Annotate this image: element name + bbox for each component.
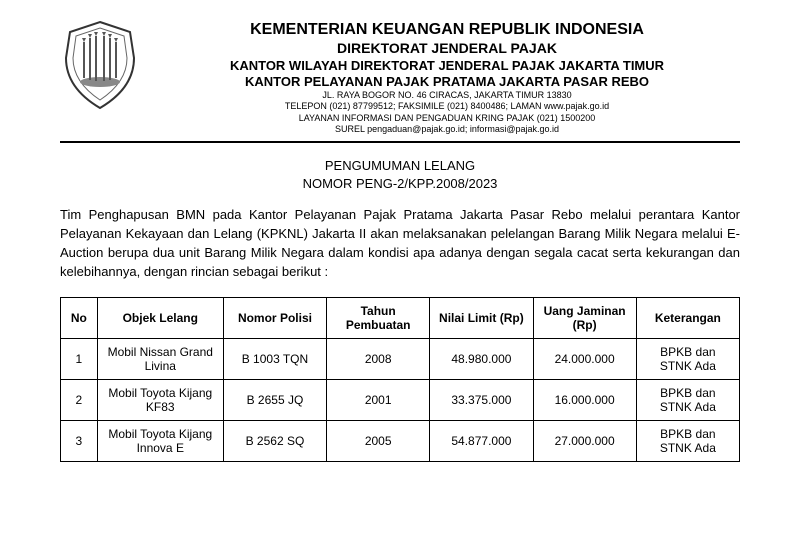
announcement-title-1: PENGUMUMAN LELANG	[60, 157, 740, 175]
cell-year: 2005	[327, 421, 430, 462]
table-row: 3 Mobil Toyota Kijang Innova E B 2562 SQ…	[61, 421, 740, 462]
col-limit-value: Nilai Limit (Rp)	[430, 298, 533, 339]
contact-line: TELEPON (021) 87799512; FAKSIMILE (021) …	[154, 101, 740, 112]
cell-remarks: BPKB dan STNK Ada	[636, 421, 739, 462]
col-year: Tahun Pembuatan	[327, 298, 430, 339]
cell-object: Mobil Toyota Kijang Innova E	[97, 421, 223, 462]
emblem-icon	[60, 20, 140, 110]
table-row: 2 Mobil Toyota Kijang KF83 B 2655 JQ 200…	[61, 380, 740, 421]
cell-guarantee: 27.000.000	[533, 421, 636, 462]
cell-year: 2001	[327, 380, 430, 421]
cell-object: Mobil Toyota Kijang KF83	[97, 380, 223, 421]
intro-paragraph: Tim Penghapusan BMN pada Kantor Pelayana…	[60, 206, 740, 281]
col-guarantee: Uang Jaminan (Rp)	[533, 298, 636, 339]
regional-office: KANTOR WILAYAH DIREKTORAT JENDERAL PAJAK…	[154, 58, 740, 74]
address-line: JL. RAYA BOGOR NO. 46 CIRACAS, JAKARTA T…	[154, 90, 740, 101]
table-body: 1 Mobil Nissan Grand Livina B 1003 TQN 2…	[61, 339, 740, 462]
cell-police: B 1003 TQN	[223, 339, 326, 380]
cell-limit: 48.980.000	[430, 339, 533, 380]
email-line: SUREL pengaduan@pajak.go.id; informasi@p…	[154, 124, 740, 135]
letterhead-text: KEMENTERIAN KEUANGAN REPUBLIK INDONESIA …	[154, 20, 740, 135]
service-line: LAYANAN INFORMASI DAN PENGADUAN KRING PA…	[154, 113, 740, 124]
col-police-number: Nomor Polisi	[223, 298, 326, 339]
col-no: No	[61, 298, 98, 339]
cell-remarks: BPKB dan STNK Ada	[636, 380, 739, 421]
cell-remarks: BPKB dan STNK Ada	[636, 339, 739, 380]
cell-no: 2	[61, 380, 98, 421]
table-header: No Objek Lelang Nomor Polisi Tahun Pembu…	[61, 298, 740, 339]
announcement-title-2: NOMOR PENG-2/KPP.2008/2023	[60, 175, 740, 193]
col-remarks: Keterangan	[636, 298, 739, 339]
ministry-name: KEMENTERIAN KEUANGAN REPUBLIK INDONESIA	[154, 20, 740, 40]
auction-table: No Objek Lelang Nomor Polisi Tahun Pembu…	[60, 297, 740, 462]
cell-police: B 2562 SQ	[223, 421, 326, 462]
document-page: KEMENTERIAN KEUANGAN REPUBLIK INDONESIA …	[0, 0, 800, 462]
cell-no: 1	[61, 339, 98, 380]
table-row: 1 Mobil Nissan Grand Livina B 1003 TQN 2…	[61, 339, 740, 380]
cell-guarantee: 16.000.000	[533, 380, 636, 421]
service-office: KANTOR PELAYANAN PAJAK PRATAMA JAKARTA P…	[154, 74, 740, 90]
cell-police: B 2655 JQ	[223, 380, 326, 421]
table-header-row: No Objek Lelang Nomor Polisi Tahun Pembu…	[61, 298, 740, 339]
cell-no: 3	[61, 421, 98, 462]
letterhead: KEMENTERIAN KEUANGAN REPUBLIK INDONESIA …	[60, 20, 740, 143]
cell-limit: 54.877.000	[430, 421, 533, 462]
cell-year: 2008	[327, 339, 430, 380]
cell-object: Mobil Nissan Grand Livina	[97, 339, 223, 380]
cell-limit: 33.375.000	[430, 380, 533, 421]
directorate-name: DIREKTORAT JENDERAL PAJAK	[154, 40, 740, 58]
ministry-logo	[60, 20, 140, 110]
cell-guarantee: 24.000.000	[533, 339, 636, 380]
announcement-heading: PENGUMUMAN LELANG NOMOR PENG-2/KPP.2008/…	[60, 157, 740, 192]
col-object: Objek Lelang	[97, 298, 223, 339]
